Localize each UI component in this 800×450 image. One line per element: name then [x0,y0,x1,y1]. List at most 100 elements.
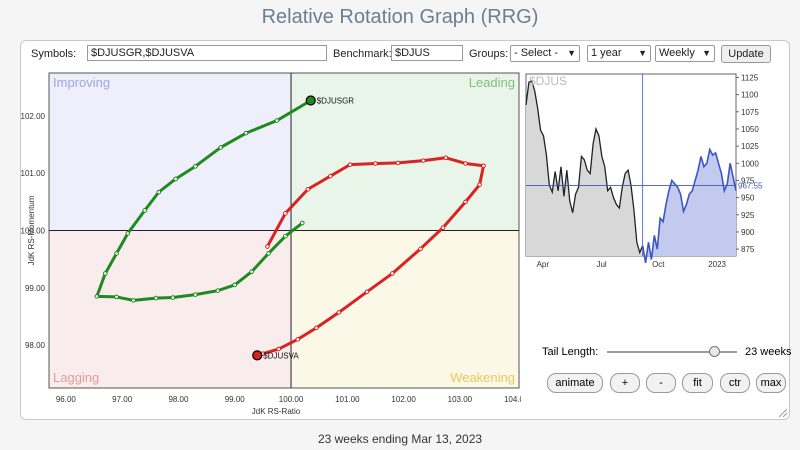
tail-point [232,282,238,288]
x-tick-label: 102.00 [391,395,416,404]
y-tick-label: 102.00 [21,112,46,121]
tail-point [243,130,249,136]
tail-point [463,161,468,166]
x-tick-label: 96.00 [56,395,77,404]
x-tick-label: 97.00 [112,395,133,404]
quadrant-leading [291,73,519,231]
groups-label: Groups: [469,48,509,60]
head-marker [252,350,263,361]
tail-point [305,186,311,192]
tail-point [283,211,288,216]
series-label: $DJUSVA [263,351,299,360]
quadrant-label-weakening: Weakening [450,370,515,385]
tail-length-slider-thumb[interactable] [708,346,720,357]
max-button[interactable]: max [756,373,786,393]
last-value-label: 967.55 [738,182,763,191]
frequency-select[interactable]: Weekly ▼ [655,45,715,62]
tail-point [440,225,446,230]
price-y-tick-label: 950 [741,194,755,203]
chevron-down-icon: ▼ [638,48,647,58]
y-tick-label: 100.00 [21,227,46,236]
quadrant-weakening [291,230,519,388]
zoom-out-button[interactable]: - [646,373,676,393]
price-y-tick-label: 1125 [741,73,759,82]
price-chart: 1125 1100 1075 1050 1025 1000 975 950 925 900 875 9… [525,73,763,269]
tail-point [249,269,254,275]
rrg-chart[interactable]: Improving Leading Lagging Weakening 96.00 97.… [21,41,521,419]
tail-point [481,163,486,169]
tail-point [215,288,221,293]
tail-length-value: 23 weeks [745,346,792,358]
tail-point [373,161,378,166]
tail-point [218,145,223,150]
quadrant-improving [49,73,292,231]
price-y-tick-label: 1025 [741,142,759,151]
tail-point [299,220,305,226]
zoom-in-button[interactable]: + [610,373,640,393]
quadrant-label-lagging: Lagging [53,370,99,385]
tail-point [390,271,395,276]
groups-select[interactable]: - Select - ▼ [510,45,580,62]
tail-length-track[interactable] [607,351,737,353]
price-area-recent [642,149,736,263]
tail-point [173,176,178,182]
tail-point [193,292,198,297]
tail-point [283,233,288,239]
tail-point [125,231,131,236]
update-button[interactable]: Update [721,45,771,63]
tail-point [266,251,271,256]
price-area-past [526,80,643,256]
tail-point [443,155,449,161]
x-tick-label: 101.00 [335,395,360,404]
y-tick-label: 98.00 [25,341,46,350]
tail-point [347,162,353,167]
price-line-past [525,79,644,255]
quadrant-lagging [49,230,292,388]
benchmark-label: Benchmark: [333,48,392,60]
price-y-tick-label: 875 [741,245,755,254]
price-y-tick-label: 1075 [741,108,759,117]
price-x-tick-label: Jul [596,260,606,269]
price-y-tick-label: 1000 [741,159,759,168]
tail-point [276,346,281,352]
tail-point [274,118,280,123]
symbols-input[interactable]: $DJUSGR,$DJUSVA [87,45,327,61]
quadrant-label-improving: Improving [53,75,110,90]
fit-button[interactable]: fit [682,373,713,393]
tail-point [314,325,319,331]
x-axis-label: JdK RS-Ratio [252,407,301,416]
x-tick-label: 103.00 [448,395,473,404]
animate-button[interactable]: animate [547,373,603,393]
tail-point [418,246,423,252]
price-y-tick-label: 1100 [741,91,759,100]
price-x-tick-label: 2023 [708,260,726,269]
tail-point [153,295,159,301]
series-label: $DJUSGR [317,96,355,105]
price-y-tick-label: 1050 [741,125,759,134]
period-select[interactable]: 1 year ▼ [587,45,651,62]
price-x-tick-label: Oct [652,260,665,269]
tail-point [94,294,100,299]
price-y-tick-label: 975 [741,176,755,185]
frequency-select-value: Weekly [659,47,695,59]
toolbar: Symbols: $DJUSGR,$DJUSVA Benchmark: $DJU… [21,44,789,66]
tail-length-control: Tail Length: 23 weeks [541,343,800,361]
center-button[interactable]: ctr [720,373,750,393]
y-tick-label: 99.00 [25,284,46,293]
benchmark-input[interactable]: $DJUS [391,45,463,61]
quadrant-label-leading: Leading [469,75,515,90]
tail-point [170,295,176,300]
tail-point [114,251,119,256]
page-title: Relative Rotation Graph (RRG) [261,6,539,28]
rrg-panel: Symbols: $DJUSGR,$DJUSVA Benchmark: $DJU… [20,40,791,420]
resize-handle-icon[interactable] [777,407,787,417]
tail-point [463,199,468,205]
tail-point [336,310,342,315]
footer-caption: 23 weeks ending Mar 13, 2023 [317,432,483,446]
tail-point [131,298,136,303]
price-line-recent [641,147,737,264]
x-tick-label: 99.00 [225,395,246,404]
chevron-down-icon: ▼ [702,48,711,58]
tail-point [193,164,198,169]
price-x-tick-label: Apr [537,260,550,269]
